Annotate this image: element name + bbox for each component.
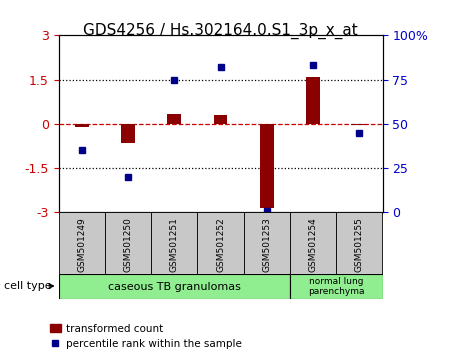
Bar xyxy=(167,114,181,124)
Text: GSM501252: GSM501252 xyxy=(216,217,225,272)
Bar xyxy=(214,115,227,124)
Text: GSM501250: GSM501250 xyxy=(123,217,132,272)
Bar xyxy=(75,124,89,127)
Text: GSM501255: GSM501255 xyxy=(355,217,364,272)
Bar xyxy=(151,212,198,274)
Bar xyxy=(290,212,336,274)
Bar xyxy=(121,124,135,143)
Text: caseous TB granulomas: caseous TB granulomas xyxy=(108,282,241,292)
Text: cell type: cell type xyxy=(4,281,52,291)
Text: GSM501249: GSM501249 xyxy=(77,217,86,272)
Text: GDS4256 / Hs.302164.0.S1_3p_x_at: GDS4256 / Hs.302164.0.S1_3p_x_at xyxy=(83,23,358,39)
Bar xyxy=(352,124,366,125)
Bar xyxy=(198,212,243,274)
Text: GSM501253: GSM501253 xyxy=(262,217,271,272)
Text: GSM501251: GSM501251 xyxy=(170,217,179,272)
Bar xyxy=(306,77,320,124)
Text: normal lung
parenchyma: normal lung parenchyma xyxy=(308,277,364,296)
Bar xyxy=(260,124,274,208)
Bar xyxy=(58,274,290,299)
Legend: transformed count, percentile rank within the sample: transformed count, percentile rank withi… xyxy=(50,324,242,349)
Bar xyxy=(58,212,105,274)
Bar xyxy=(290,274,382,299)
Bar xyxy=(105,212,151,274)
Bar xyxy=(243,212,290,274)
Text: GSM501254: GSM501254 xyxy=(309,217,318,272)
Bar xyxy=(336,212,382,274)
